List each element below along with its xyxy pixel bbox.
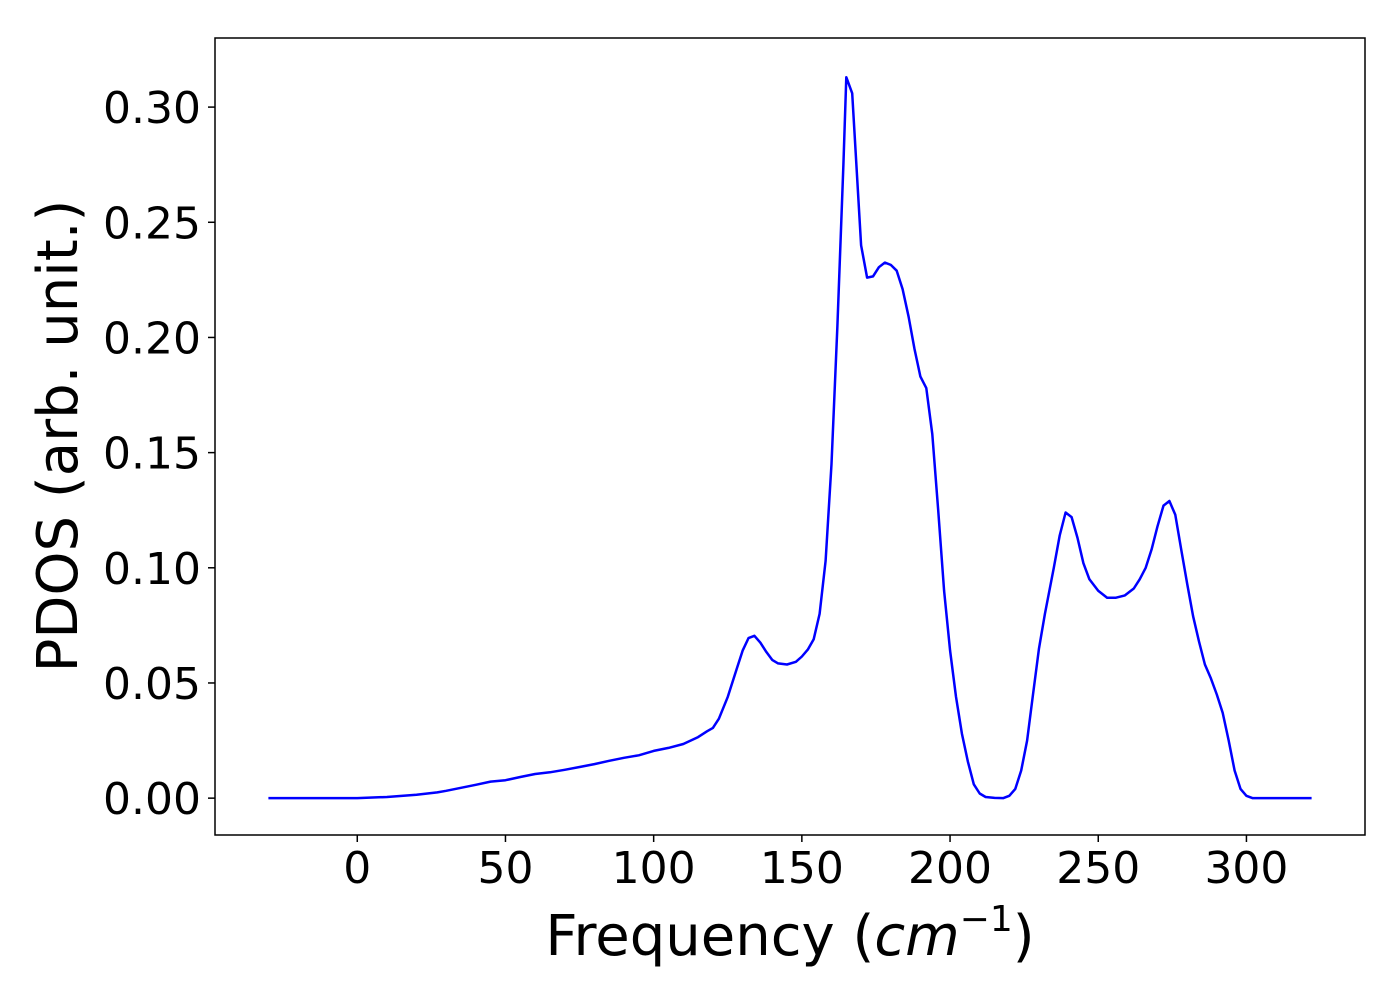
x-axis-label-unit: cm: [874, 904, 959, 969]
x-axis-label-close: ): [1013, 904, 1035, 969]
x-axis-label-exponent: −1: [960, 899, 1013, 940]
plot-area: [268, 75, 1312, 800]
x-tick-label: 250: [1056, 843, 1140, 894]
y-tick-label: 0.20: [103, 313, 201, 364]
x-tick-label: 0: [343, 843, 371, 894]
y-tick-label: 0.10: [103, 544, 201, 595]
x-tick-label: 100: [612, 843, 696, 894]
y-axis-label: PDOS (arb. unit.): [26, 200, 91, 673]
y-tick-label: 0.05: [103, 659, 201, 710]
x-tick-label: 200: [908, 843, 992, 894]
y-tick-label: 0.15: [103, 429, 201, 480]
x-axis-label: Frequency (cm−1): [545, 899, 1034, 969]
x-tick-label: 300: [1204, 843, 1288, 894]
x-tick-label: 150: [760, 843, 844, 894]
series-line: [268, 75, 1312, 800]
plot-frame: [214, 37, 1366, 836]
y-tick-label: 0.00: [103, 774, 201, 825]
y-tick-label: 0.25: [103, 198, 201, 249]
y-tick-label: 0.30: [103, 83, 201, 134]
x-axis-ticks: 0 50 100 150 200 250 300: [343, 835, 1288, 894]
y-axis-ticks: 0.00 0.05 0.10 0.15 0.20 0.25 0.30: [103, 83, 215, 825]
x-axis-label-text: Frequency (: [545, 904, 874, 969]
x-tick-label: 50: [477, 843, 533, 894]
